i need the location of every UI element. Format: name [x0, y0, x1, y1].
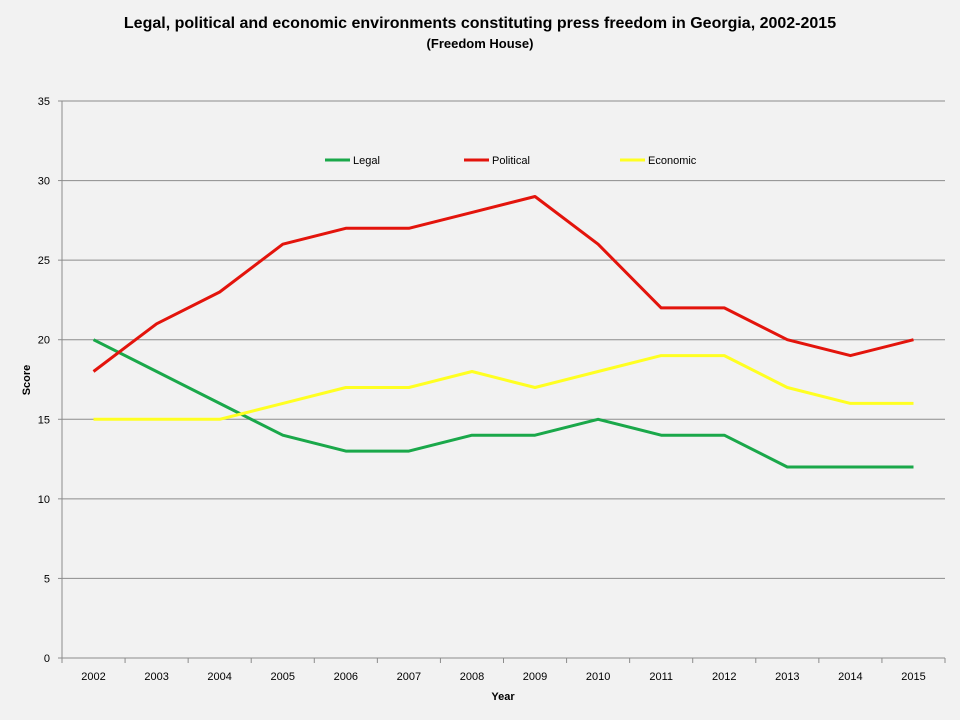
y-tick-label: 35: [38, 96, 50, 108]
x-tick-label: 2006: [334, 671, 358, 683]
x-tick-label: 2007: [397, 671, 421, 683]
chart-title: Legal, political and economic environmen…: [124, 15, 836, 32]
x-tick-label: 2009: [523, 671, 547, 683]
chart-subtitle: (Freedom House): [427, 36, 534, 51]
x-tick-label: 2005: [271, 671, 295, 683]
y-tick-label: 20: [38, 335, 50, 347]
y-tick-labels: 0 5 10 15 20 25 30 35: [38, 96, 50, 665]
legend-item-legal: Legal: [325, 155, 380, 167]
y-tick-label: 15: [38, 414, 50, 426]
x-tick-label: 2011: [649, 671, 673, 683]
x-tick-label: 2008: [460, 671, 484, 683]
series-lines: [92, 195, 914, 469]
x-tick-labels: 2002 2003 2004 2005 2006 2007 2008 2009 2010 2011…: [81, 671, 925, 683]
y-axis-title: Score: [21, 365, 33, 396]
x-tick-label: 2012: [712, 671, 736, 683]
gridlines: [62, 100, 945, 579]
x-tick-label: 2003: [144, 671, 168, 683]
legend-item-economic: Economic: [620, 155, 697, 167]
x-tick-label: 2014: [838, 671, 862, 683]
x-tick-label: 2010: [586, 671, 610, 683]
x-tick-label: 2002: [81, 671, 105, 683]
x-axis-title: Year: [491, 691, 515, 703]
y-tick-label: 5: [44, 573, 50, 585]
y-tick-label: 0: [44, 653, 50, 665]
y-tick-label: 10: [38, 494, 50, 506]
legend: Legal Political Economic: [325, 155, 697, 167]
legend-label-legal: Legal: [353, 155, 380, 167]
x-tick-label: 2013: [775, 671, 799, 683]
y-tick-label: 25: [38, 255, 50, 267]
series-line-economic: [93, 354, 914, 421]
series-line-legal: [92, 338, 914, 469]
series-line-political: [92, 195, 914, 373]
x-tick-label: 2004: [207, 671, 231, 683]
y-tick-label: 30: [38, 176, 50, 188]
legend-label-economic: Economic: [648, 155, 697, 167]
axes: [58, 100, 946, 663]
legend-label-political: Political: [492, 155, 530, 167]
legend-item-political: Political: [464, 155, 530, 167]
x-tick-label: 2015: [901, 671, 925, 683]
